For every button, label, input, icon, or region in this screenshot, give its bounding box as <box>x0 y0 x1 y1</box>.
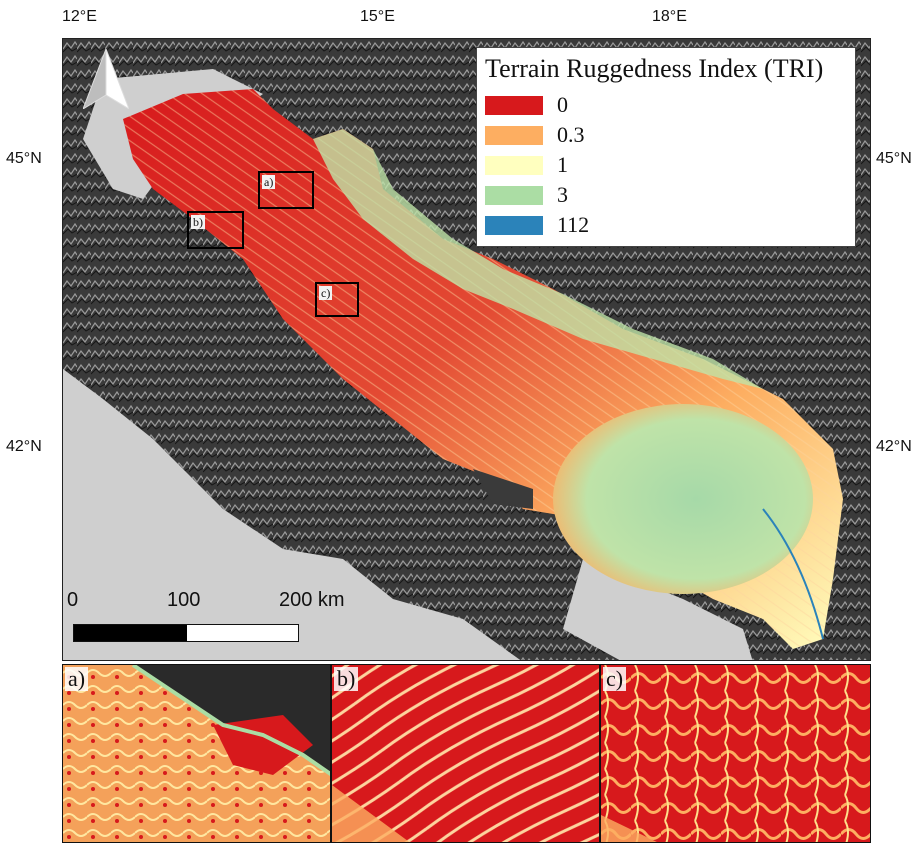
inset-label-b: b) <box>191 215 205 229</box>
inset-box-a: a) <box>258 171 314 209</box>
legend-label: 3 <box>557 182 568 207</box>
inset-box-c: c) <box>315 282 359 317</box>
lat-tick-42n-right: 42°N <box>876 438 912 455</box>
inset-box-b: b) <box>187 211 244 249</box>
scale-label-100: 100 <box>167 589 201 611</box>
inset-label-c: c) <box>319 286 333 300</box>
main-map: Terrain Ruggedness Index (TRI) 0 0.3 1 3… <box>62 38 871 661</box>
inset-panel-b: b) <box>331 664 600 843</box>
legend-label: 1 <box>557 152 568 177</box>
inset-panel-c: c) <box>600 664 871 843</box>
legend-swatch <box>485 156 543 175</box>
north-arrow-icon <box>83 49 129 109</box>
lon-tick-18e: 18°E <box>652 8 687 25</box>
lat-tick-45n-left: 45°N <box>6 150 42 167</box>
legend-swatch <box>485 186 543 205</box>
inset-panel-a: a) <box>62 664 331 843</box>
legend-swatch <box>485 126 543 145</box>
panel-label-b: b) <box>334 667 359 691</box>
lon-tick-15e: 15°E <box>360 8 395 25</box>
lat-tick-42n-left: 42°N <box>6 438 42 455</box>
scale-bar <box>73 624 299 642</box>
panel-label-a: a) <box>65 667 89 691</box>
legend-label: 0.3 <box>557 122 585 147</box>
lat-tick-45n-right: 45°N <box>876 150 912 167</box>
legend-label: 0 <box>557 92 568 117</box>
legend-label: 112 <box>557 212 590 237</box>
legend-swatch <box>485 216 543 235</box>
scale-label-200km: 200 km <box>279 589 345 611</box>
scale-label-0: 0 <box>67 589 79 611</box>
legend: Terrain Ruggedness Index (TRI) 0 0.3 1 3… <box>476 47 856 247</box>
south-adriatic-pit <box>553 404 813 594</box>
inset-label-a: a) <box>262 175 276 189</box>
lon-tick-12e: 12°E <box>62 8 97 25</box>
panel-label-c: c) <box>603 667 627 691</box>
legend-swatch <box>485 96 543 115</box>
legend-title: Terrain Ruggedness Index (TRI) <box>485 54 824 83</box>
